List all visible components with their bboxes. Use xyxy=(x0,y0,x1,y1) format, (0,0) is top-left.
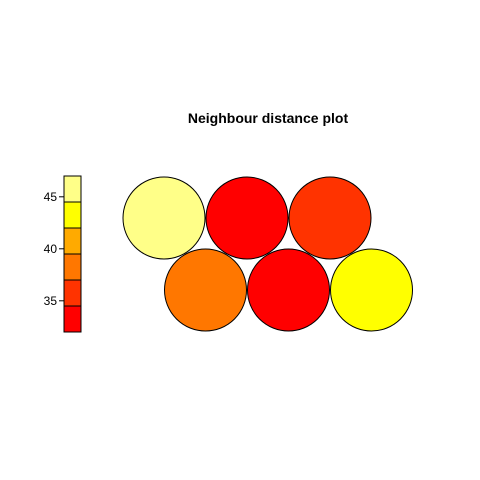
legend-bin-5 xyxy=(63,175,82,203)
legend-bin-0 xyxy=(63,305,82,333)
legend-tick-label: 45 xyxy=(44,190,58,204)
cell-r0-c0 xyxy=(122,176,206,260)
legend-bin-1 xyxy=(63,279,82,307)
cell-r1-c1 xyxy=(247,248,330,332)
color-legend: 35 40 45 xyxy=(44,175,82,333)
cell-r1-c0 xyxy=(164,248,247,332)
legend-bin-2 xyxy=(63,253,82,281)
legend-bin-4 xyxy=(63,201,82,229)
cell-r1-c2 xyxy=(330,248,413,332)
cell-r0-c2 xyxy=(288,176,372,260)
legend-bin-3 xyxy=(63,227,82,255)
hex-cells xyxy=(122,176,413,332)
legend-tick-label: 35 xyxy=(44,294,58,308)
cell-r0-c1 xyxy=(205,176,289,260)
legend-tick-label: 40 xyxy=(44,242,58,256)
plot-title: Neighbour distance plot xyxy=(188,110,349,126)
